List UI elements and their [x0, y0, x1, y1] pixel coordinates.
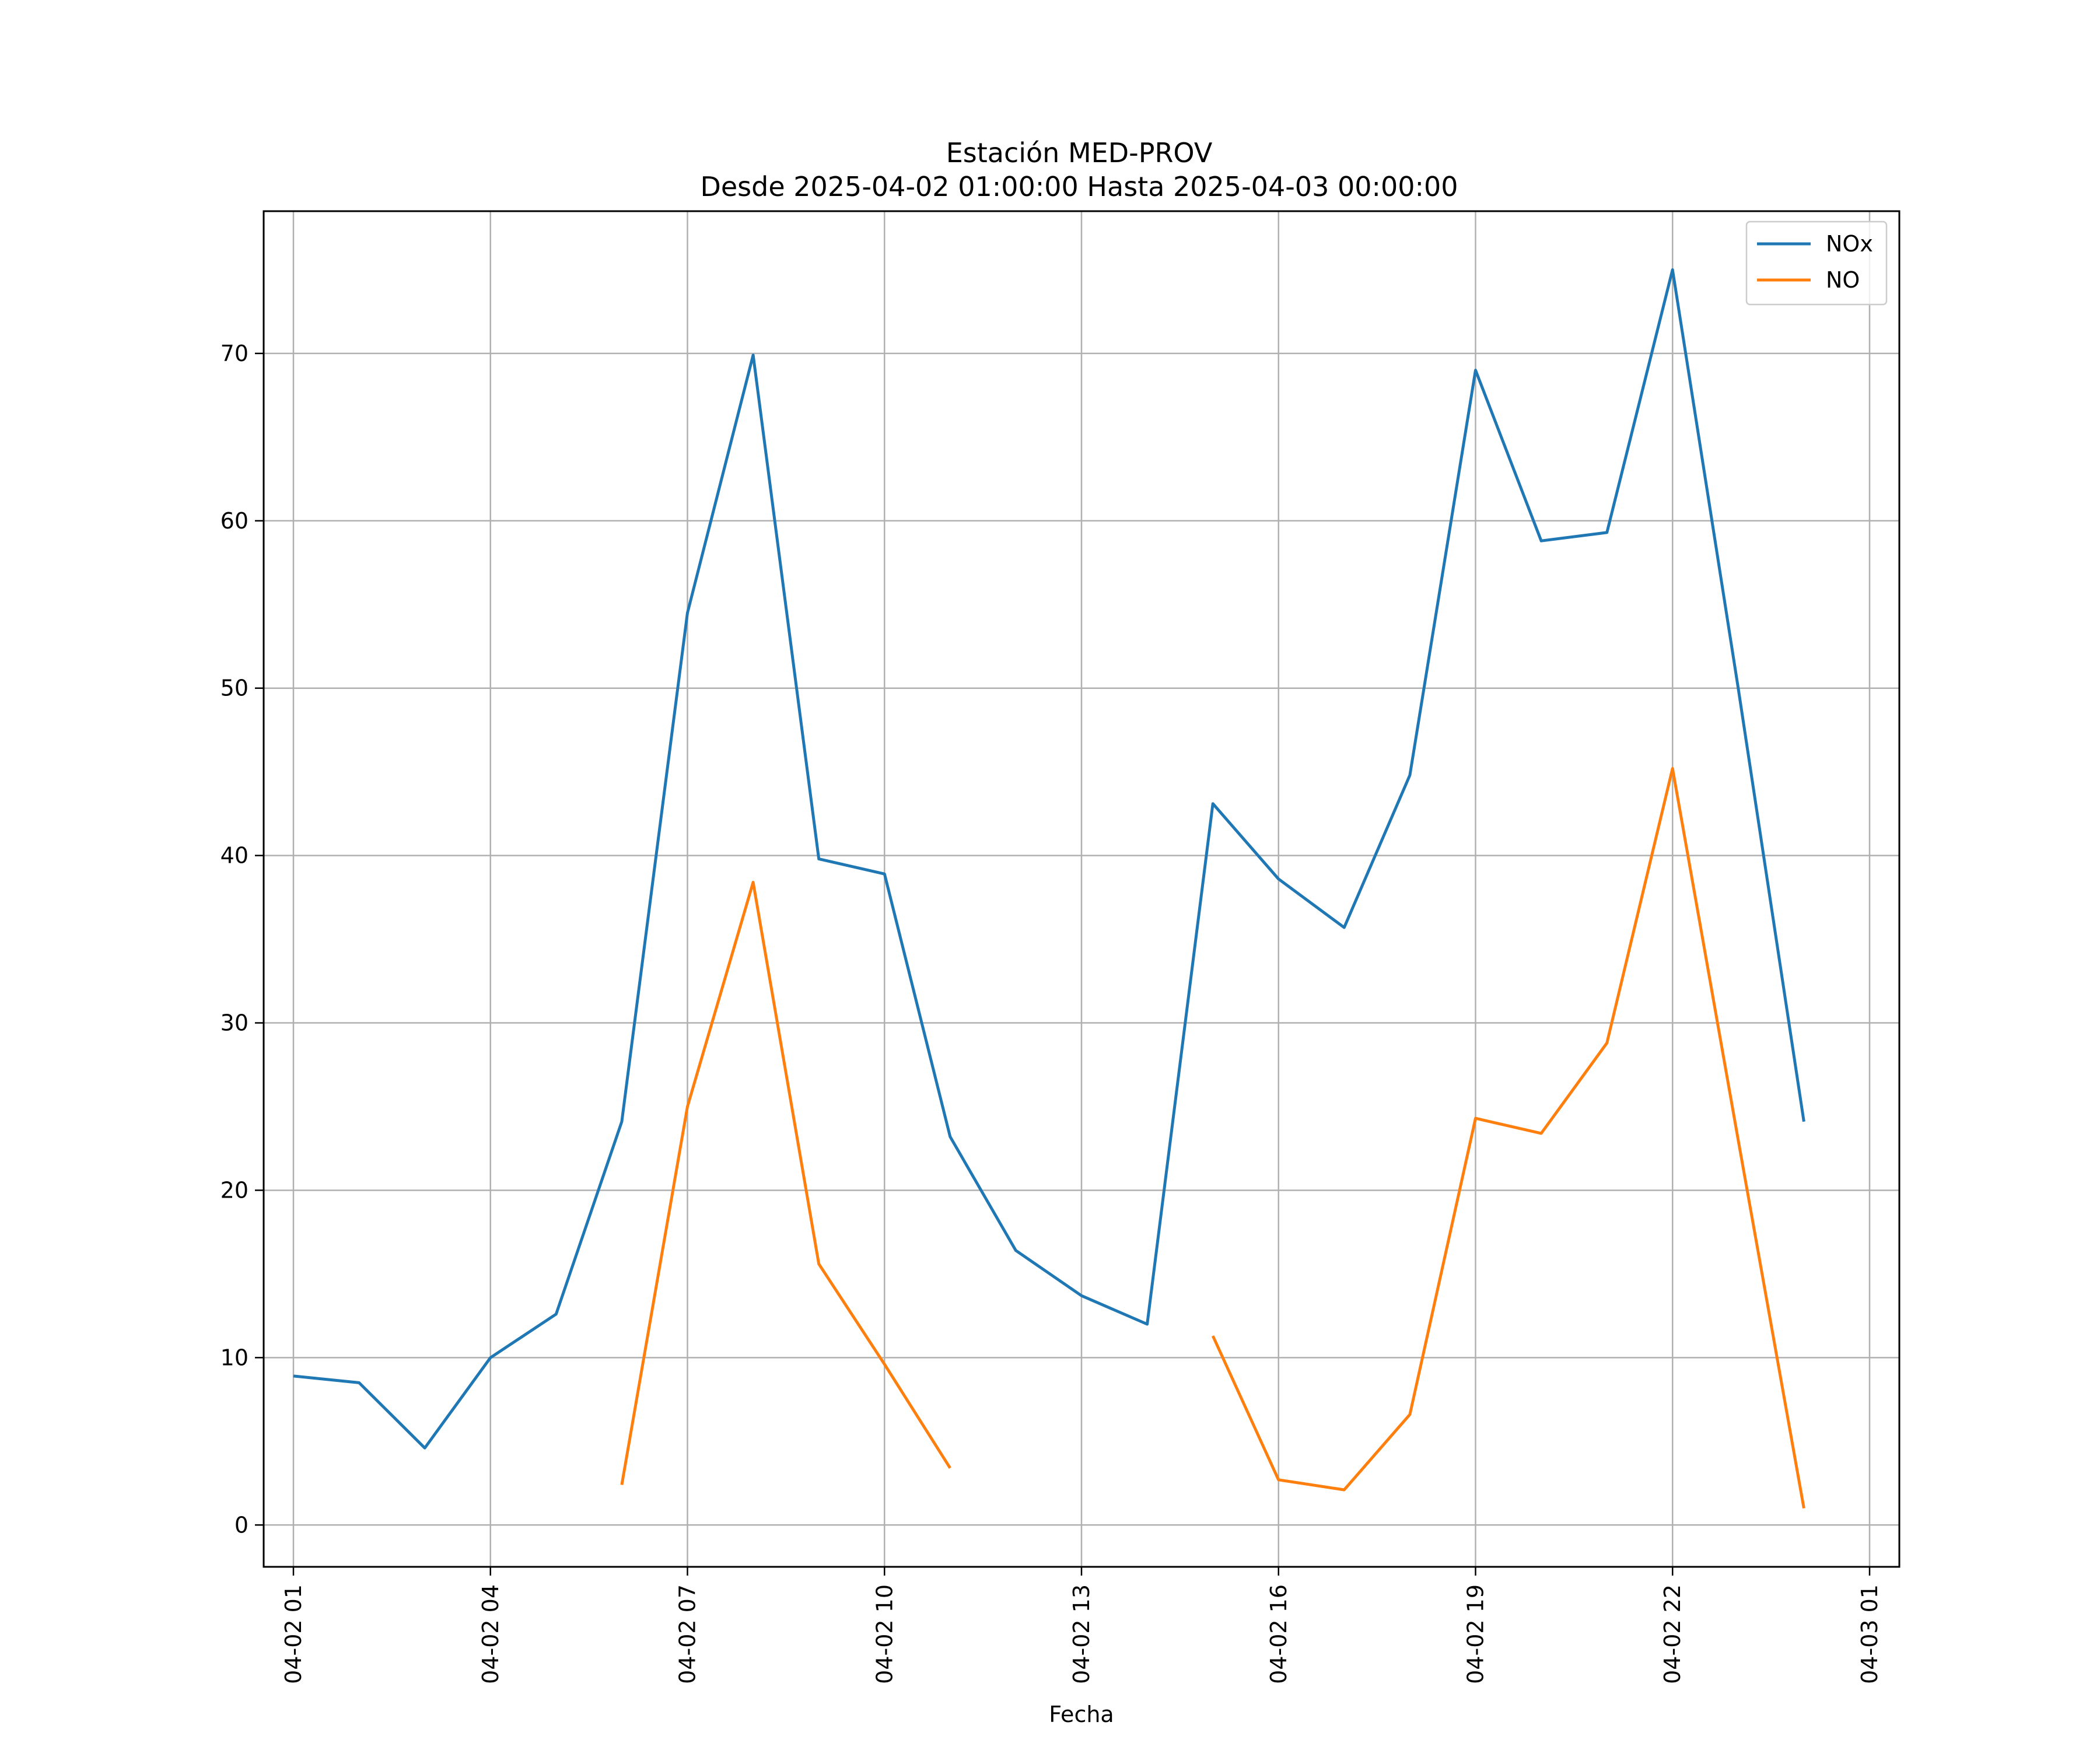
legend-label-nox: NOx: [1826, 231, 1873, 257]
x-tick-label: 04-02 04: [478, 1584, 503, 1684]
x-tick-label: 04-02 19: [1463, 1584, 1489, 1684]
series-no-line: [620, 766, 1805, 1509]
x-axis-label: Fecha: [1049, 1702, 1114, 1727]
x-tick-label: 04-02 10: [872, 1584, 897, 1684]
series-nox-line: [293, 268, 1805, 1450]
y-tick-label: 40: [220, 843, 249, 869]
y-tick-label: 20: [220, 1177, 249, 1203]
y-tick-label: 70: [220, 341, 249, 366]
y-tick-label: 10: [220, 1345, 249, 1370]
legend-label-no: NO: [1826, 267, 1860, 293]
y-axis: 0 10 20 30 40 50 60 70: [220, 341, 264, 1538]
x-tick-label: 04-02 16: [1266, 1584, 1292, 1684]
y-tick-label: 30: [220, 1010, 249, 1036]
y-tick-label: 60: [220, 508, 249, 534]
grid: [264, 211, 1899, 1567]
x-tick-label: 04-02 13: [1069, 1584, 1094, 1684]
series-layer: [293, 268, 1805, 1509]
x-axis: 04-02 01 04-02 04 04-02 07 04-02 10 04-02 13…: [281, 1567, 1882, 1684]
legend: NOx NO: [1745, 220, 1888, 306]
chart-subtitle: Desde 2025-04-02 01:00:00 Hasta 2025-04-…: [700, 171, 1458, 202]
y-tick-label: 0: [235, 1512, 249, 1538]
y-tick-label: 50: [220, 676, 249, 701]
x-tick-label: 04-03 01: [1857, 1584, 1882, 1684]
series-segment: [620, 881, 951, 1485]
series-segment: [293, 268, 1805, 1450]
chart-title: Estación MED-PROV: [946, 137, 1213, 169]
x-tick-label: 04-02 01: [281, 1584, 306, 1684]
x-tick-label: 04-02 07: [675, 1584, 701, 1684]
series-segment: [1211, 766, 1805, 1509]
x-tick-label: 04-02 22: [1660, 1584, 1685, 1684]
